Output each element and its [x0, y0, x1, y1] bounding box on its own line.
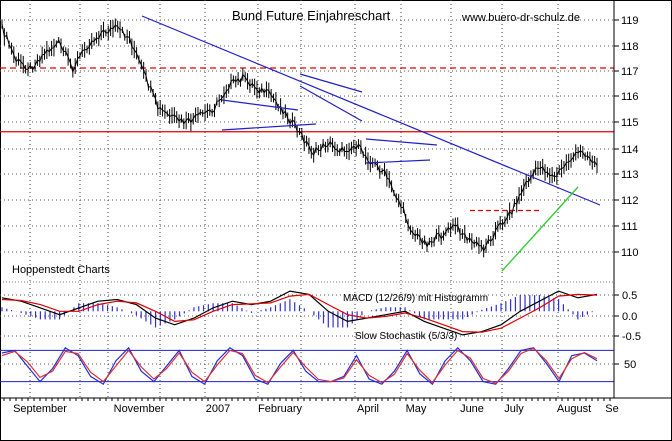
uptrend-line — [501, 186, 579, 272]
channel-line — [299, 73, 363, 93]
price-tick-label: 111 — [621, 221, 638, 233]
macd-panel — [1, 290, 598, 336]
x-tick-label: August — [557, 403, 591, 415]
stochastic-panel — [0, 346, 614, 386]
x-tick-label: September — [13, 403, 67, 415]
x-tick-label: Se — [605, 403, 618, 415]
stoch-tick-label: 50 — [624, 359, 636, 371]
stochastic-label: Slow Stochastik (5/3/3) — [355, 331, 457, 342]
x-tick-label: February — [258, 403, 303, 415]
channel-line — [365, 138, 438, 146]
x-tick-label: 2007 — [206, 403, 230, 415]
source-label: Hoppenstedt Charts — [12, 264, 110, 276]
chart-title: Bund Future Einjahreschart — [232, 8, 391, 23]
macd-tick-label: 0.5 — [622, 290, 637, 302]
stoch-k-line — [1, 346, 598, 386]
macd-tick-label: 0.0 — [622, 311, 637, 323]
channel-line — [299, 85, 363, 122]
price-panel — [0, 15, 614, 272]
text-layer: Bund Future Einjahreschart www.buero-dr-… — [12, 8, 580, 342]
x-tick-label: November — [114, 403, 165, 415]
price-line — [1, 23, 598, 253]
price-tick-label: 118 — [621, 41, 639, 53]
price-tick-label: 113 — [621, 169, 639, 181]
x-tick-label: July — [504, 403, 524, 415]
macd-signal-line — [1, 293, 598, 333]
price-tick-label: 117 — [621, 66, 639, 78]
price-tick-label: 119 — [621, 15, 639, 27]
downtrend-line — [141, 15, 601, 206]
price-tick-label: 115 — [621, 117, 639, 129]
channel-line — [221, 99, 299, 111]
price-tick-label: 114 — [621, 144, 639, 156]
price-tick-label: 112 — [621, 195, 639, 207]
x-tick-label: June — [460, 403, 484, 415]
channel-line — [221, 123, 317, 131]
axis-layer: 119 118 117 116 115 114 113 112 111 110 0.5 0.0 -0.5… — [0, 0, 672, 415]
macd-tick-label: -0.5 — [622, 331, 641, 343]
x-tick-label: April — [357, 403, 379, 415]
watermark-label: www.buero-dr-schulz.de — [461, 12, 580, 24]
macd-label: MACD (12/26/9) mit Histogramm — [343, 293, 488, 304]
channel-line — [365, 159, 431, 164]
price-tick-label: 110 — [621, 247, 639, 259]
x-tick-label: May — [406, 403, 427, 415]
macd-line — [1, 290, 598, 336]
price-tick-label: 116 — [621, 91, 639, 103]
stoch-d-line — [1, 347, 598, 384]
